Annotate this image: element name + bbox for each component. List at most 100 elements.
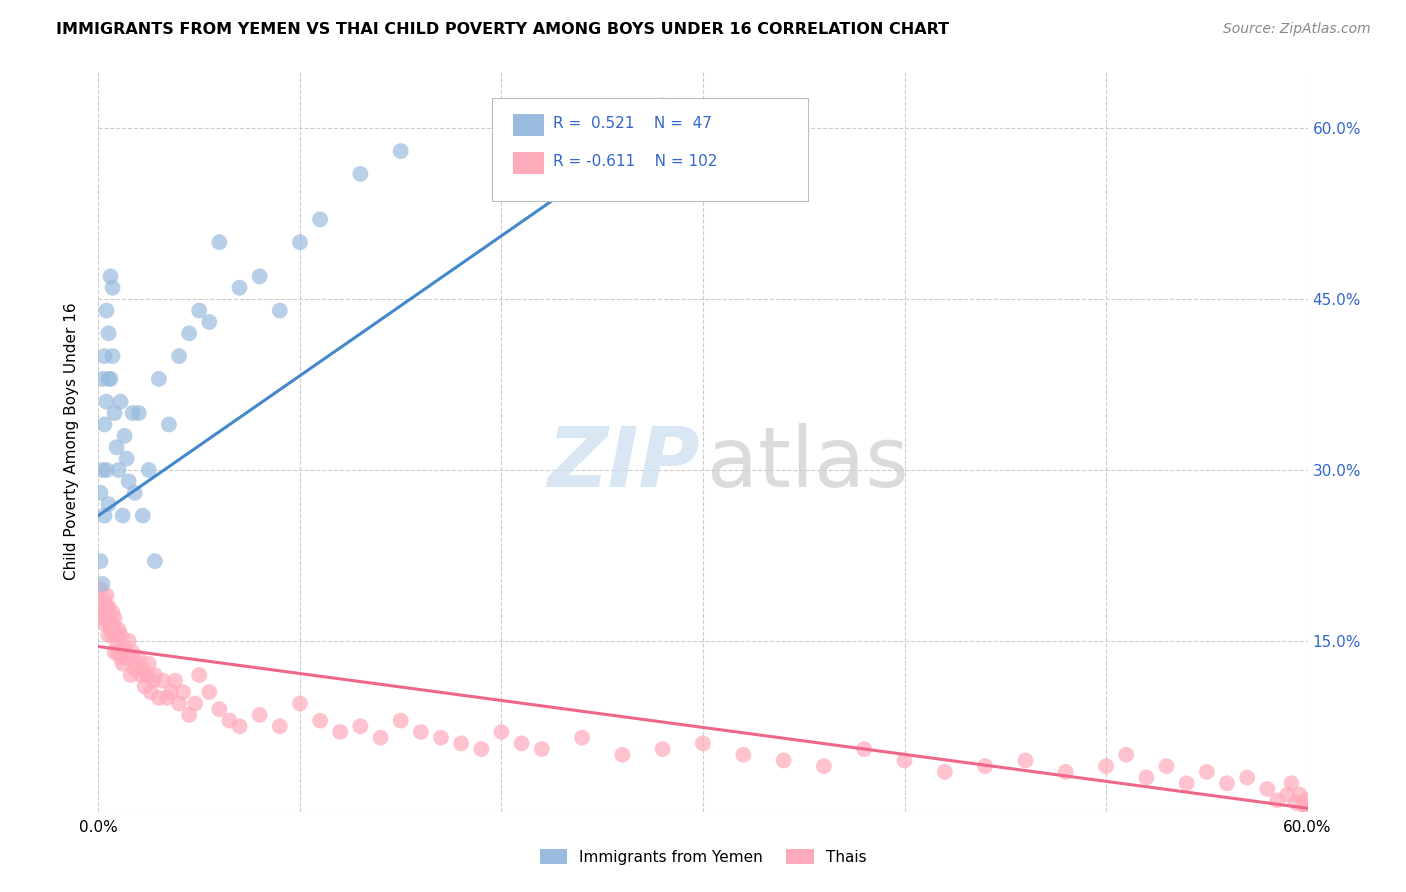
Point	[91, 372, 114, 386]
Point	[156, 690, 179, 705]
Point	[103, 623, 125, 637]
Point	[470, 742, 492, 756]
Point	[184, 697, 207, 711]
Point	[107, 645, 129, 659]
Point	[114, 429, 136, 443]
Point	[893, 754, 915, 768]
Point	[218, 714, 240, 728]
Point	[208, 235, 231, 250]
Point	[208, 702, 231, 716]
Point	[91, 599, 114, 614]
Point	[152, 673, 174, 688]
Point	[139, 685, 162, 699]
Point	[198, 315, 221, 329]
Point	[132, 662, 155, 676]
Point	[530, 742, 553, 756]
Point	[128, 406, 150, 420]
Point	[114, 645, 136, 659]
Point	[96, 599, 118, 614]
Point	[329, 725, 352, 739]
Point	[107, 623, 129, 637]
Point	[430, 731, 453, 745]
Point	[128, 651, 150, 665]
Point	[100, 372, 122, 386]
Point	[389, 144, 412, 158]
Point	[110, 394, 132, 409]
Point	[138, 657, 160, 671]
Point	[1277, 788, 1299, 802]
Point	[188, 303, 211, 318]
Text: ZIP: ZIP	[547, 423, 699, 504]
Point	[571, 731, 593, 745]
Point	[105, 640, 128, 654]
Point	[249, 269, 271, 284]
Point	[132, 508, 155, 523]
Point	[733, 747, 755, 762]
Point	[1095, 759, 1118, 773]
Point	[134, 680, 156, 694]
Point	[143, 554, 166, 568]
Point	[1236, 771, 1258, 785]
Point	[101, 616, 124, 631]
Point	[138, 463, 160, 477]
Point	[228, 719, 250, 733]
Point	[389, 714, 412, 728]
Point	[1115, 747, 1137, 762]
Point	[93, 417, 115, 432]
Point	[228, 281, 250, 295]
Point	[167, 697, 190, 711]
Point	[1288, 788, 1310, 802]
Point	[118, 633, 141, 648]
Point	[160, 685, 183, 699]
Point	[269, 719, 291, 733]
Point	[249, 707, 271, 722]
Point	[100, 616, 122, 631]
Point	[89, 554, 111, 568]
Point	[105, 440, 128, 454]
Point	[198, 685, 221, 699]
Point	[934, 764, 956, 779]
Point	[974, 759, 997, 773]
Text: atlas: atlas	[707, 423, 908, 504]
Point	[115, 651, 138, 665]
Point	[1267, 793, 1289, 807]
Point	[772, 754, 794, 768]
Y-axis label: Child Poverty Among Boys Under 16: Child Poverty Among Boys Under 16	[65, 302, 79, 581]
Point	[288, 235, 311, 250]
Point	[349, 167, 371, 181]
Point	[269, 303, 291, 318]
Point	[349, 719, 371, 733]
Point	[93, 606, 115, 620]
Point	[101, 281, 124, 295]
Point	[1281, 776, 1303, 790]
Point	[103, 406, 125, 420]
Point	[97, 372, 120, 386]
Point	[188, 668, 211, 682]
Point	[148, 690, 170, 705]
Point	[179, 326, 201, 341]
Point	[100, 623, 122, 637]
Point	[121, 645, 143, 659]
Point	[370, 731, 392, 745]
Point	[309, 714, 332, 728]
Point	[101, 628, 124, 642]
Point	[110, 628, 132, 642]
Point	[115, 451, 138, 466]
Point	[129, 668, 152, 682]
Point	[124, 662, 146, 676]
Point	[93, 594, 115, 608]
Point	[97, 628, 120, 642]
Point	[100, 269, 122, 284]
Point	[409, 725, 432, 739]
Point	[651, 98, 673, 112]
Point	[692, 736, 714, 750]
Point	[1256, 781, 1278, 796]
Point	[111, 508, 134, 523]
Point	[179, 707, 201, 722]
Point	[124, 485, 146, 500]
Point	[167, 349, 190, 363]
Point	[89, 582, 111, 597]
Point	[101, 606, 124, 620]
Point	[1216, 776, 1239, 790]
Point	[135, 668, 157, 682]
